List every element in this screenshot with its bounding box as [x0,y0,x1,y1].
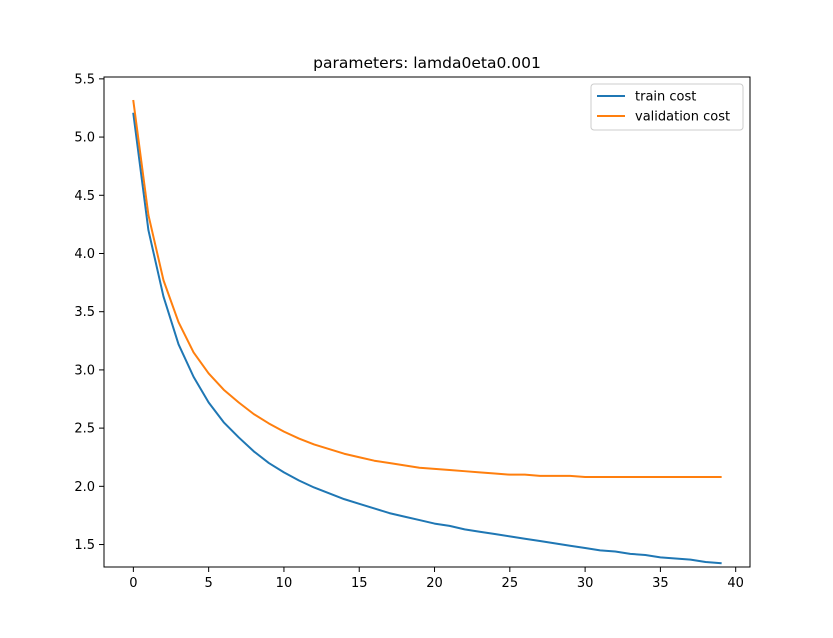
y-tick-label: 2.5 [74,422,95,437]
y-tick-label: 3.5 [74,305,95,320]
x-tick-label: 20 [426,576,443,591]
x-tick-label: 35 [652,576,669,591]
x-tick-label: 15 [351,576,368,591]
y-tick-label: 2.0 [74,480,95,495]
y-tick-label: 4.5 [74,189,95,204]
legend: train cost validation cost [590,83,744,131]
y-tick-label: 3.0 [74,363,95,378]
plot-frame [103,76,751,568]
y-tick-label: 4.0 [74,247,95,262]
x-tick-label: 40 [727,576,744,591]
legend-label-0: train cost [635,90,696,105]
legend-box [590,83,744,131]
x-axis: 0 5 10 15 20 25 30 35 40 [129,567,744,591]
plot-lines [132,99,722,565]
y-tick-label: 1.5 [74,538,95,553]
series-line-0 [132,112,722,565]
series-line-1 [132,99,722,479]
x-tick-label: 30 [577,576,594,591]
legend-label-1: validation cost [635,110,730,125]
y-tick-label: 5.0 [74,131,95,146]
y-tick-label: 5.5 [74,72,95,87]
x-tick-label: 5 [205,576,213,591]
x-tick-label: 0 [129,576,137,591]
chart-title: parameters: lamda0eta0.001 [313,54,541,72]
y-axis: 1.5 2.0 2.5 3.0 3.5 4.0 4.5 5.0 5.5 [74,72,104,553]
x-tick-label: 25 [502,576,519,591]
x-tick-label: 10 [276,576,293,591]
